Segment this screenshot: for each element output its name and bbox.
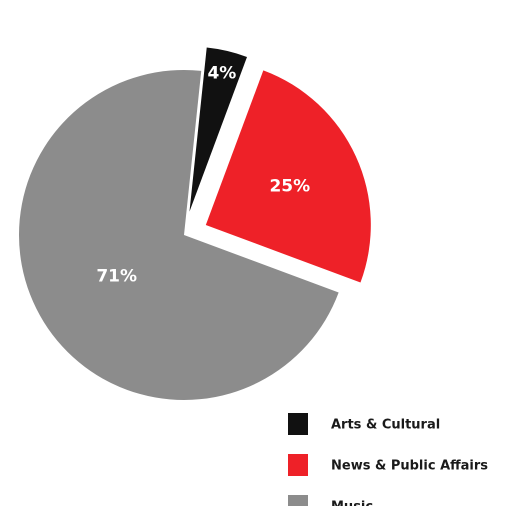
legend-label-music: Music — [331, 500, 373, 506]
pie-slices — [18, 47, 371, 400]
legend-swatch-arts-and-cultural — [288, 413, 308, 435]
pie-slice-arts-and-cultural — [189, 47, 247, 212]
pie-slice-music — [18, 69, 339, 400]
pie-slice-labels: 4% 25% 71% — [96, 63, 310, 286]
legend-item-arts-and-cultural: Arts & Cultural — [288, 413, 440, 435]
legend: Arts & Cultural News & Public Affairs Musi… — [288, 413, 488, 506]
slice-label-arts-and-cultural: 4% — [207, 63, 236, 83]
legend-item-music: Music — [288, 495, 373, 506]
legend-label-news-and-public-affairs: News & Public Affairs — [331, 459, 488, 474]
pie-slice-news-and-public-affairs — [205, 70, 371, 283]
legend-swatch-music — [288, 495, 308, 506]
legend-swatch-news-and-public-affairs — [288, 454, 308, 476]
legend-item-news-and-public-affairs: News & Public Affairs — [288, 454, 488, 476]
slice-label-music: 71% — [96, 267, 137, 287]
legend-label-arts-and-cultural: Arts & Cultural — [331, 418, 440, 433]
slice-label-news-and-public-affairs: 25% — [269, 177, 310, 197]
